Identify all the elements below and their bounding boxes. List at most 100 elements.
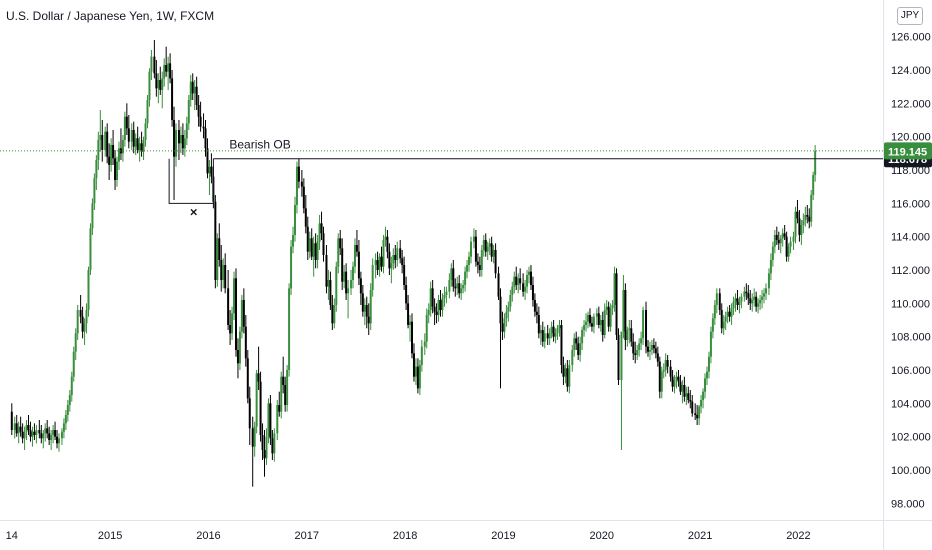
candle-body: [322, 233, 325, 255]
candle-body: [333, 305, 336, 324]
candle-body: [224, 265, 227, 289]
candle-body: [749, 298, 752, 304]
candle-body: [214, 201, 217, 280]
candle-body: [206, 148, 209, 174]
candle-body: [99, 135, 102, 140]
candle-body: [76, 310, 79, 334]
candle-body: [227, 288, 230, 325]
x-tick-label: 2015: [98, 530, 122, 542]
candle-body: [715, 293, 718, 305]
candle-body: [431, 288, 434, 307]
candle-body: [573, 338, 576, 350]
candle-body: [488, 243, 491, 247]
candle-body: [503, 318, 506, 332]
candle-body: [666, 360, 669, 367]
candle-body: [537, 315, 540, 334]
candle-body: [620, 331, 623, 380]
x-tick-label: 2019: [491, 530, 515, 542]
candle-body: [734, 298, 737, 302]
candle-body: [121, 140, 124, 154]
candle-body: [181, 135, 184, 149]
candle-body: [265, 436, 268, 459]
candle-body: [539, 330, 542, 334]
candle-body: [276, 405, 279, 434]
candle-body: [199, 116, 202, 127]
candle-body: [433, 306, 436, 312]
candle-body: [624, 290, 627, 340]
candle-body: [654, 348, 657, 354]
candle-body: [622, 290, 625, 332]
candle-body: [29, 430, 32, 437]
candle-body: [597, 313, 600, 325]
candle-body: [116, 161, 119, 180]
candle-body: [702, 391, 705, 400]
candle-body: [312, 243, 315, 257]
candle-body: [590, 323, 593, 327]
candle-body: [189, 81, 192, 100]
candle-body: [810, 195, 813, 222]
candle-body: [476, 261, 479, 265]
candle-body: [125, 116, 128, 129]
last-price-label-bg: [884, 142, 932, 160]
candle-body: [456, 283, 459, 289]
y-tick-label: 114.000: [891, 232, 930, 244]
candle-body: [308, 238, 311, 252]
candle-body: [146, 100, 149, 124]
candle-body: [468, 256, 471, 265]
candle-body: [511, 286, 514, 295]
candle-body: [357, 251, 360, 279]
candle-body: [253, 426, 256, 447]
candle-body: [175, 130, 178, 157]
candle-body: [66, 405, 69, 415]
candle-body: [711, 318, 714, 332]
candle-body: [420, 346, 423, 365]
candle-body: [108, 156, 111, 165]
candle-body: [40, 433, 43, 439]
candle-body: [95, 160, 98, 179]
candle-body: [50, 435, 53, 440]
candle-body: [592, 316, 595, 327]
candle-body: [800, 225, 803, 235]
candle-body: [607, 306, 610, 327]
chart-title: U.S. Dollar / Japanese Yen, 1W, FXCM: [6, 9, 215, 23]
candle-body: [509, 295, 512, 307]
candle-body: [316, 241, 319, 260]
candle-body: [435, 311, 438, 315]
candle-body: [13, 423, 16, 430]
candle-body: [159, 80, 162, 90]
currency-badge[interactable]: JPY: [897, 7, 923, 25]
candle-body: [191, 81, 194, 94]
candle-body: [575, 338, 578, 344]
candle-body: [562, 365, 565, 377]
candle-body: [632, 341, 635, 354]
candle-body: [87, 270, 90, 310]
candle-body: [359, 278, 362, 294]
candle-body: [513, 276, 516, 287]
candle-body: [106, 131, 109, 157]
candle-body: [153, 56, 156, 74]
candle-body: [517, 278, 520, 285]
candle-body: [484, 240, 487, 252]
candle-body: [792, 236, 795, 242]
candle-body: [318, 223, 321, 242]
candle-body: [365, 305, 368, 317]
candle-body: [382, 240, 385, 267]
candle-body: [21, 431, 24, 439]
candle-body: [441, 298, 444, 310]
y-tick-label: 120.000: [891, 132, 931, 144]
candle-body: [490, 243, 493, 257]
y-tick-label: 100.000: [891, 465, 931, 477]
candle-body: [656, 353, 659, 362]
candle-body: [691, 401, 694, 414]
candle-body: [548, 333, 551, 339]
candle-body: [407, 303, 410, 325]
candle-body: [355, 245, 358, 252]
candle-body: [259, 381, 262, 435]
candle-body: [528, 271, 531, 275]
candle-body: [278, 405, 281, 412]
candle-body: [779, 238, 782, 244]
candle-body: [414, 366, 417, 377]
candles-group: [10, 40, 817, 487]
